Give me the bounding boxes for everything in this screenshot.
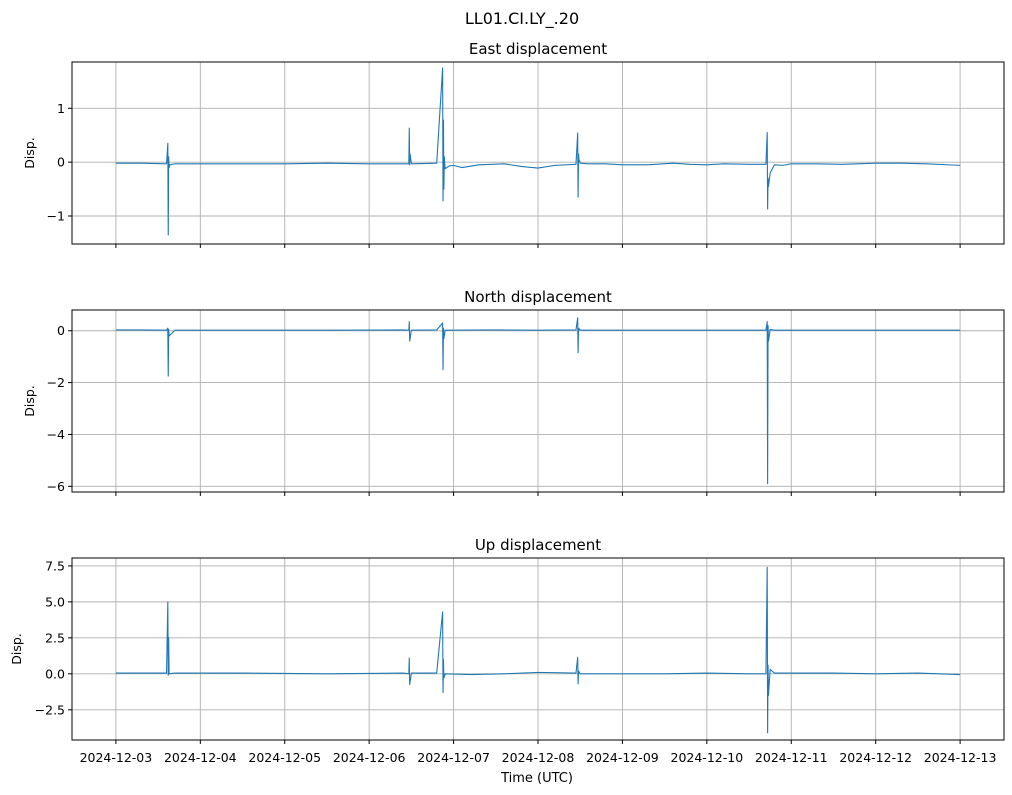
up-title: Up displacement xyxy=(475,536,601,554)
up-xtick-label-2: 2024-12-05 xyxy=(248,750,321,765)
x-axis-label: Time (UTC) xyxy=(500,771,573,786)
east-y-axis-label: Disp. xyxy=(22,137,37,169)
up-ytick-label-3: 0.0 xyxy=(45,666,65,681)
north-panel: 0 −2 −4 −6 North displacement Disp. xyxy=(22,288,1005,496)
north-series-line xyxy=(115,317,961,485)
up-xtick-label-6: 2024-12-09 xyxy=(586,750,659,765)
north-title: North displacement xyxy=(464,288,612,306)
up-xtick-label-5: 2024-12-08 xyxy=(502,750,575,765)
up-y-axis-label: Disp. xyxy=(9,633,24,665)
east-ytick-label-0: 1 xyxy=(57,101,65,116)
suptitle: LL01.CI.LY_.20 xyxy=(465,9,579,29)
north-ytick-label-3: −6 xyxy=(47,479,65,494)
east-ytick-label-2: −1 xyxy=(47,209,65,224)
east-title: East displacement xyxy=(469,40,607,58)
up-ytick-label-2: 2.5 xyxy=(45,630,65,645)
up-ytick-label-0: 7.5 xyxy=(45,558,65,573)
up-xtick-label-10: 2024-12-13 xyxy=(924,750,997,765)
up-xtick-label-4: 2024-12-07 xyxy=(417,750,490,765)
up-panel: 7.5 5.0 2.5 0.0 −2.5 2024-12-03 2024-12-04 2024… xyxy=(9,536,1005,765)
up-xtick-label-1: 2024-12-04 xyxy=(164,750,237,765)
north-ytick-label-2: −4 xyxy=(47,427,65,442)
up-xtick-label-3: 2024-12-06 xyxy=(333,750,406,765)
up-xtick-label-8: 2024-12-11 xyxy=(755,750,828,765)
north-y-axis-label: Disp. xyxy=(22,385,37,417)
up-ytick-label-4: −2.5 xyxy=(35,702,65,717)
east-panel: 1 0 −1 East displacement Disp. xyxy=(22,40,1005,248)
subplots: 1 0 −1 East displacement Disp. 0 −2 −4 −6 North d… xyxy=(9,40,1005,765)
up-xtick-label-7: 2024-12-10 xyxy=(671,750,744,765)
up-xtick-label-0: 2024-12-03 xyxy=(80,750,153,765)
east-ytick-label-1: 0 xyxy=(57,155,65,170)
up-xtick-label-9: 2024-12-12 xyxy=(839,750,912,765)
east-series-line xyxy=(115,67,961,236)
north-ytick-label-0: 0 xyxy=(57,323,65,338)
up-series-line xyxy=(115,566,961,734)
up-ytick-label-1: 5.0 xyxy=(45,594,65,609)
north-ytick-label-1: −2 xyxy=(47,375,65,390)
